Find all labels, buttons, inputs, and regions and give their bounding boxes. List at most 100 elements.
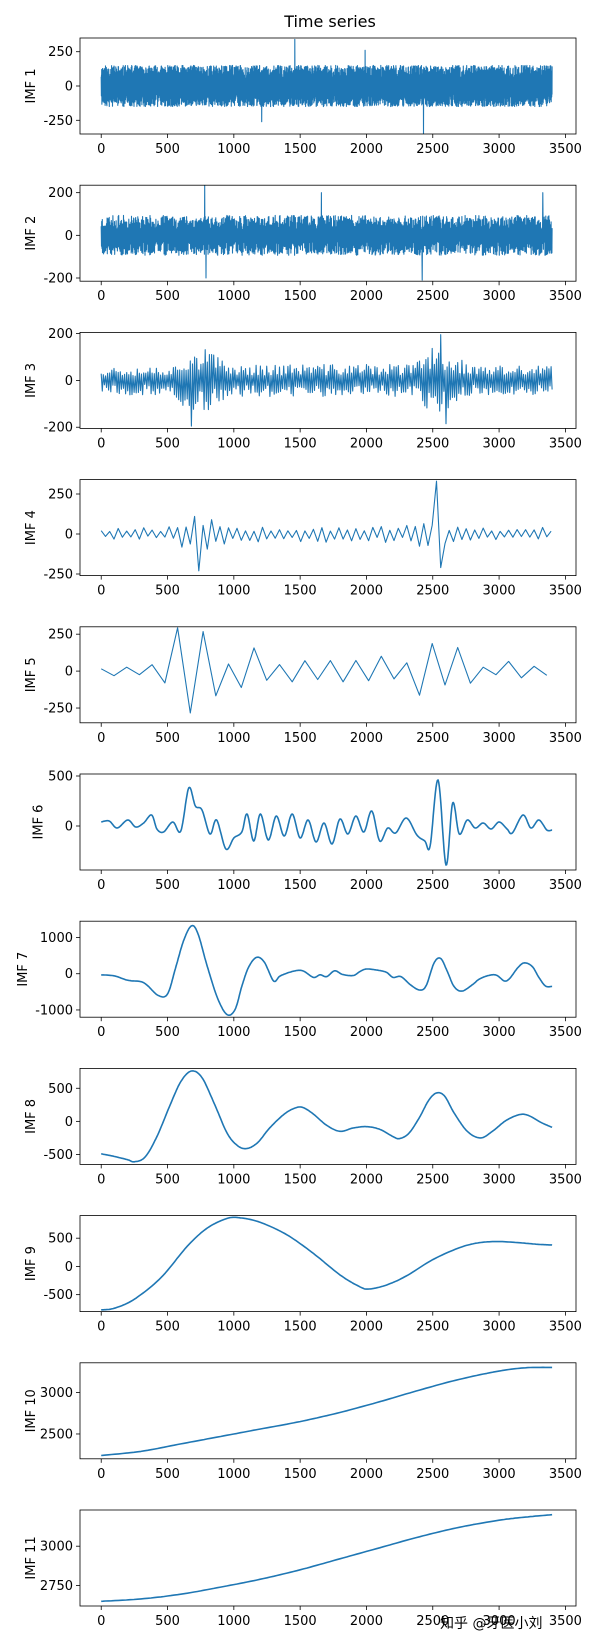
y-axis-label: IMF 10 bbox=[24, 1389, 39, 1432]
x-tick-label: 500 bbox=[155, 1467, 180, 1482]
series-line-imf-7 bbox=[101, 924, 553, 1016]
axes-frame bbox=[79, 479, 577, 577]
x-tick-label: 3500 bbox=[549, 1614, 582, 1629]
y-tick-label: 0 bbox=[65, 229, 73, 244]
x-tick-label: 2500 bbox=[416, 289, 449, 304]
x-tick-label: 1500 bbox=[284, 584, 317, 599]
x-tick-label: 1500 bbox=[284, 878, 317, 893]
y-tick-label: -200 bbox=[43, 421, 73, 436]
y-tick-label: 1000 bbox=[40, 931, 73, 946]
y-axis-label: IMF 1 bbox=[24, 69, 39, 104]
y-axis-label: IMF 5 bbox=[24, 657, 39, 692]
x-tick-label: 500 bbox=[155, 1320, 180, 1335]
y-tick-label: 250 bbox=[48, 488, 73, 503]
panel-7: 0 500 1000 1500 2000 2500 3000 3500 -1000 0 1000 IM… bbox=[16, 920, 582, 1040]
x-tick-label: 0 bbox=[97, 1467, 105, 1482]
x-tick-label: 2500 bbox=[416, 731, 449, 746]
y-tick-label: -250 bbox=[43, 702, 73, 717]
x-tick-label: 2000 bbox=[350, 436, 383, 451]
panel-1: 0 500 1000 1500 2000 2500 3000 3500 -250 0 250 IMF … bbox=[24, 37, 582, 157]
x-tick-label: 3500 bbox=[549, 1320, 582, 1335]
y-axis-label: IMF 6 bbox=[32, 805, 47, 840]
panel-10: 0 500 1000 1500 2000 2500 3000 350025003000IMF … bbox=[24, 1362, 582, 1482]
panel-4: 0 500 1000 1500 2000 2500 3000 3500 -250 0 250 IMF … bbox=[24, 479, 582, 599]
axes-frame bbox=[79, 184, 577, 282]
y-axis-label: IMF 11 bbox=[24, 1536, 39, 1579]
x-tick-label: 3500 bbox=[549, 142, 582, 157]
x-tick-label: 3000 bbox=[483, 289, 516, 304]
panel-8: 0 500 1000 1500 2000 2500 3000 3500 -500 0 500 IMF … bbox=[24, 1068, 582, 1187]
panel-3: 0 500 1000 1500 2000 2500 3000 3500 -200 0 200 IMF … bbox=[24, 327, 582, 451]
axes-frame bbox=[79, 920, 577, 1018]
x-tick-label: 3000 bbox=[483, 1320, 516, 1335]
series-line-imf-4 bbox=[100, 480, 552, 572]
y-tick-label: 2750 bbox=[40, 1579, 73, 1594]
y-axis-label: IMF 9 bbox=[24, 1246, 39, 1281]
x-tick-label: 3500 bbox=[549, 1172, 582, 1187]
x-tick-label: 0 bbox=[97, 142, 105, 157]
y-tick-label: 0 bbox=[65, 665, 73, 680]
x-tick-label: 3000 bbox=[483, 731, 516, 746]
x-tick-label: 1000 bbox=[217, 1025, 250, 1040]
y-tick-label: 0 bbox=[65, 967, 73, 982]
x-tick-label: 2000 bbox=[350, 584, 383, 599]
x-tick-label: 500 bbox=[155, 436, 180, 451]
x-tick-label: 2500 bbox=[416, 1467, 449, 1482]
x-tick-label: 2500 bbox=[416, 1172, 449, 1187]
y-tick-label: -500 bbox=[43, 1148, 73, 1163]
axes-frame bbox=[79, 626, 577, 724]
series-line-imf-1 bbox=[100, 38, 553, 134]
y-tick-label: 0 bbox=[65, 1260, 73, 1275]
y-axis-label: IMF 8 bbox=[24, 1099, 39, 1134]
x-tick-label: 1500 bbox=[284, 731, 317, 746]
watermark: 知乎 @牙医小刘 bbox=[440, 1615, 542, 1632]
x-tick-label: 3000 bbox=[483, 1467, 516, 1482]
x-tick-label: 2000 bbox=[350, 1320, 383, 1335]
x-tick-label: 500 bbox=[155, 584, 180, 599]
x-tick-label: 1000 bbox=[217, 142, 250, 157]
x-tick-label: 3000 bbox=[483, 584, 516, 599]
series-line-imf-8 bbox=[101, 1070, 553, 1163]
chart-title: Time series bbox=[283, 12, 376, 31]
y-tick-label: -200 bbox=[43, 272, 73, 287]
panel-11: 0 500 1000 1500 2000 2500 3000 350027503000IMF … bbox=[24, 1509, 582, 1629]
x-tick-label: 500 bbox=[155, 1614, 180, 1629]
x-tick-label: 1000 bbox=[217, 1172, 250, 1187]
y-tick-label: 250 bbox=[48, 628, 73, 643]
x-tick-label: 2000 bbox=[350, 289, 383, 304]
y-tick-label: 250 bbox=[48, 45, 73, 60]
x-tick-label: 0 bbox=[97, 289, 105, 304]
y-tick-label: 0 bbox=[65, 1115, 73, 1130]
x-tick-label: 3000 bbox=[483, 1025, 516, 1040]
x-tick-label: 500 bbox=[155, 1025, 180, 1040]
y-tick-label: 2500 bbox=[40, 1427, 73, 1442]
y-tick-label: 500 bbox=[48, 770, 73, 785]
x-tick-label: 1500 bbox=[284, 1614, 317, 1629]
x-tick-label: 2500 bbox=[416, 1320, 449, 1335]
y-axis-label: IMF 2 bbox=[24, 216, 39, 251]
y-tick-label: 0 bbox=[65, 374, 73, 389]
x-tick-label: 0 bbox=[97, 1614, 105, 1629]
y-tick-label: -250 bbox=[43, 568, 73, 583]
series-line-imf-6 bbox=[100, 779, 553, 866]
x-tick-label: 3500 bbox=[549, 436, 582, 451]
axes-frame bbox=[79, 1509, 577, 1607]
y-tick-label: -500 bbox=[43, 1288, 73, 1303]
series-line-imf-3 bbox=[100, 334, 553, 427]
x-tick-label: 3000 bbox=[483, 1614, 516, 1629]
y-axis-label: IMF 4 bbox=[24, 510, 39, 545]
x-tick-label: 3500 bbox=[549, 584, 582, 599]
x-tick-label: 2500 bbox=[416, 584, 449, 599]
x-tick-label: 0 bbox=[97, 436, 105, 451]
axes-frame bbox=[79, 1215, 577, 1312]
x-tick-label: 1000 bbox=[217, 436, 250, 451]
x-tick-label: 1000 bbox=[217, 584, 250, 599]
x-tick-label: 1000 bbox=[217, 1614, 250, 1629]
x-tick-label: 500 bbox=[155, 1172, 180, 1187]
panel-9: 0 500 1000 1500 2000 2500 3000 3500 -500 0 500 IMF … bbox=[24, 1215, 582, 1335]
x-tick-label: 1500 bbox=[284, 289, 317, 304]
panels: 0 500 1000 1500 2000 2500 3000 3500-2500250IMF … bbox=[16, 37, 582, 1629]
x-tick-label: 1500 bbox=[284, 1467, 317, 1482]
x-tick-label: 3500 bbox=[549, 731, 582, 746]
x-tick-label: 3000 bbox=[483, 1172, 516, 1187]
